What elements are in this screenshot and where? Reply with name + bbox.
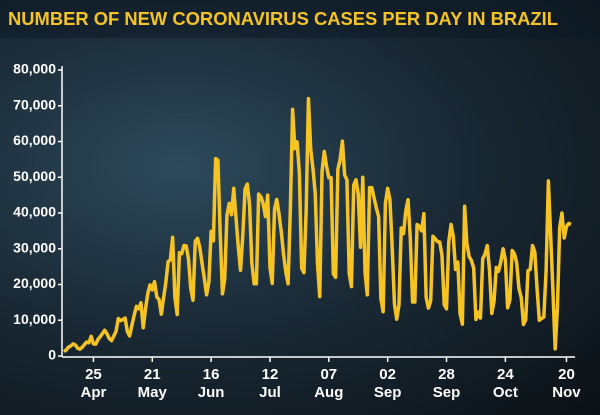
data-line	[62, 96, 572, 354]
x-tick-label: 12 Jul	[259, 366, 281, 401]
y-tick-label: 80,000	[13, 61, 56, 77]
x-tick-label: 25 Apr	[80, 366, 107, 401]
y-tick-label: 40,000	[13, 204, 56, 220]
x-tick-label: 24 Oct	[492, 366, 518, 401]
x-tick-label: 21 May	[137, 366, 167, 401]
y-tick-label: 20,000	[13, 275, 56, 291]
x-tick-label: 02 Sep	[373, 366, 402, 401]
x-tick-label: 28 Sep	[432, 366, 461, 401]
chart-title: NUMBER OF NEW CORONAVIRUS CASES PER DAY …	[8, 9, 558, 29]
y-tick-label: 10,000	[13, 311, 56, 327]
x-tick-label: 20 Nov	[552, 366, 581, 401]
y-tick-label: 70,000	[13, 96, 56, 112]
x-tick-label: 07 Aug	[314, 366, 344, 401]
x-tick-label: 16 Jun	[197, 366, 225, 401]
y-tick-label: 30,000	[13, 239, 56, 255]
y-tick-label: 60,000	[13, 132, 56, 148]
title-band	[0, 0, 600, 38]
y-tick-label: 50,000	[13, 168, 56, 184]
y-tick-label: 0	[48, 347, 56, 363]
